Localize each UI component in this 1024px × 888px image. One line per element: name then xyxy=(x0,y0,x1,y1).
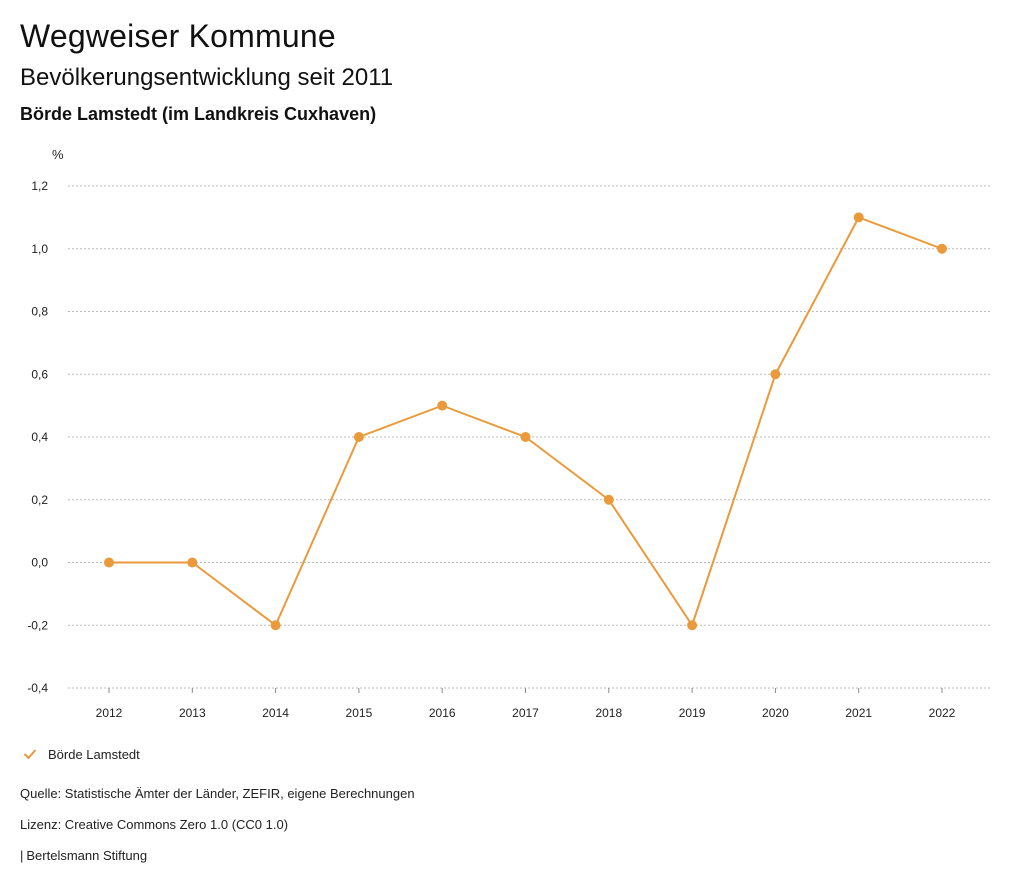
x-tick-label: 2014 xyxy=(262,706,289,720)
data-point[interactable] xyxy=(353,432,364,442)
y-axis-unit: % xyxy=(52,147,64,162)
x-tick-label: 2019 xyxy=(679,706,706,720)
series-line xyxy=(108,216,943,627)
y-tick-label: 1,2 xyxy=(31,179,48,193)
line-chart: % 1,2 1,0 0,8 0,6 0,4 0,2 0,0 -0,2 -0,4 2012 2013 20… xyxy=(27,147,990,720)
data-point[interactable] xyxy=(437,400,448,411)
y-tick-label: 0,8 xyxy=(31,305,48,319)
x-tick-label: 2016 xyxy=(429,706,456,720)
data-point[interactable] xyxy=(687,620,698,631)
legend-label: Börde Lamstedt xyxy=(48,746,140,762)
x-tick-label: 2018 xyxy=(595,706,622,720)
region-label: Börde Lamstedt (im Landkreis Cuxhaven) xyxy=(20,104,377,124)
x-tick-label: 2012 xyxy=(96,706,123,720)
y-tick-label: 0,6 xyxy=(31,367,48,381)
data-point[interactable] xyxy=(853,212,864,223)
y-tick-label: 1,0 xyxy=(31,242,48,256)
data-point[interactable] xyxy=(270,620,281,631)
data-point[interactable] xyxy=(187,557,198,568)
chart-subtitle: Bevölkerungsentwicklung seit 2011 xyxy=(20,64,394,91)
x-tick-label: 2013 xyxy=(179,706,206,720)
y-tick-label: -0,4 xyxy=(27,681,48,695)
x-tick-label: 2021 xyxy=(845,706,872,720)
check-icon xyxy=(22,746,38,762)
data-point[interactable] xyxy=(520,432,531,442)
license-text: Lizenz: Creative Commons Zero 1.0 (CC0 1… xyxy=(20,817,289,832)
y-tick-label: 0,4 xyxy=(31,430,48,444)
data-point[interactable] xyxy=(603,494,614,505)
y-tick-label: 0,2 xyxy=(31,493,48,507)
x-tick-label: 2020 xyxy=(762,706,789,720)
brand-text: Bertelsmann Stiftung xyxy=(26,848,148,863)
page-title: Wegweiser Kommune xyxy=(20,18,336,54)
y-tick-label: 0,0 xyxy=(31,556,48,570)
data-point[interactable] xyxy=(937,243,947,254)
x-tick-label: 2015 xyxy=(346,706,373,720)
x-tick-label: 2022 xyxy=(929,706,956,720)
data-point[interactable] xyxy=(770,369,781,380)
data-point[interactable] xyxy=(104,557,114,568)
x-tick-label: 2017 xyxy=(512,706,539,720)
brand-line: | Bertelsmann Stiftung xyxy=(20,848,147,863)
brand-separator: | xyxy=(20,848,24,863)
source-text: Quelle: Statistische Ämter der Länder, Z… xyxy=(20,786,415,801)
y-tick-label: -0,2 xyxy=(27,618,48,632)
legend: Börde Lamstedt xyxy=(22,746,140,762)
